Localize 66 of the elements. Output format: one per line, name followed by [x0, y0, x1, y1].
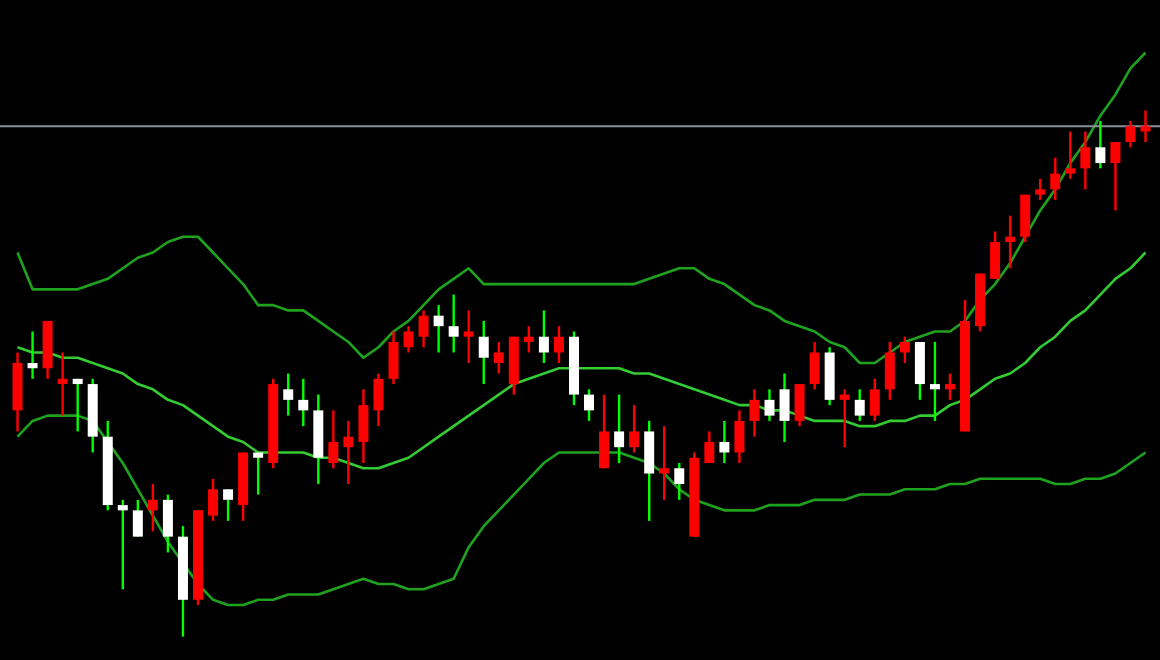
- candlestick: [433, 303, 444, 354]
- candlestick: [418, 309, 429, 349]
- candlestick: [1005, 214, 1016, 270]
- candlestick: [839, 388, 850, 449]
- candlestick: [614, 393, 625, 465]
- candlestick: [403, 324, 414, 354]
- candlestick: [147, 482, 158, 533]
- candlestick: [899, 335, 910, 365]
- candlestick: [538, 309, 549, 365]
- candlestick: [162, 493, 173, 554]
- candlestick: [1020, 193, 1031, 244]
- candlestick: [1080, 130, 1091, 191]
- candlestick: [373, 372, 384, 428]
- candlestick: [944, 372, 955, 402]
- candlestick: [223, 488, 234, 523]
- candlestick: [809, 340, 820, 391]
- candlestick: [27, 330, 38, 380]
- candlestick: [283, 372, 294, 417]
- candlestick: [914, 340, 925, 402]
- candlestick: [463, 309, 474, 365]
- candlestick: [1140, 109, 1151, 144]
- candlestick: [854, 388, 865, 423]
- candlestick: [869, 377, 880, 423]
- candlestick: [72, 377, 83, 433]
- candlestick: [388, 330, 399, 386]
- candlestick: [508, 335, 519, 396]
- candlestick: [478, 319, 489, 386]
- candlestick: [448, 293, 459, 354]
- candlestick: [1050, 156, 1061, 202]
- candlestick: [12, 351, 23, 433]
- candlestick: [734, 409, 745, 465]
- candlestick: [749, 388, 760, 438]
- candlestick: [644, 419, 655, 523]
- candlestick: [328, 409, 339, 470]
- candlestick: [1065, 130, 1076, 181]
- candlestick: [1035, 177, 1046, 202]
- candlestick: [884, 340, 895, 402]
- candlestick: [553, 324, 564, 365]
- candlestick: [208, 477, 219, 523]
- candlestick: [584, 388, 595, 423]
- candlestick: [523, 324, 534, 354]
- candlestick: [343, 419, 354, 486]
- candlestick: [929, 340, 940, 423]
- candlestick: [313, 393, 324, 486]
- candlestick: [824, 346, 835, 407]
- candlestick: [493, 340, 504, 375]
- candlestick: [719, 419, 730, 465]
- candlestick: [132, 498, 143, 538]
- candlestick: [779, 372, 790, 444]
- candlestick: [674, 461, 685, 502]
- candlestick: [629, 403, 640, 454]
- candlestick: [794, 382, 805, 428]
- candlestick: [1110, 140, 1121, 212]
- candlestick: [659, 424, 670, 502]
- candlestick: [298, 377, 309, 428]
- candlestick: [599, 393, 610, 470]
- candlestick: [704, 430, 715, 465]
- candlestick: [57, 351, 68, 417]
- candlestick: [764, 388, 775, 423]
- candlestick: [358, 388, 369, 465]
- candlestick: [1125, 119, 1136, 149]
- candlestick: [1095, 119, 1106, 170]
- candlestick: [253, 451, 264, 496]
- candlestick: [42, 319, 53, 380]
- candlestick: [990, 230, 1001, 281]
- candlestick: [117, 498, 128, 591]
